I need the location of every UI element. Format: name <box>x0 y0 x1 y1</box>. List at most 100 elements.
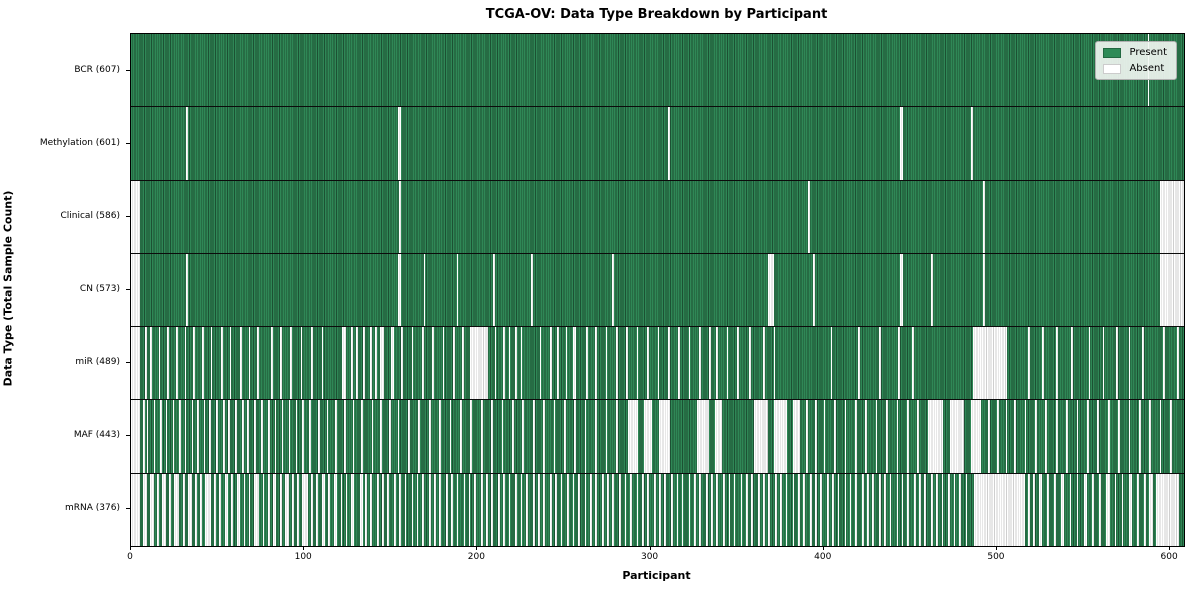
absent-stripe <box>1159 400 1162 473</box>
absent-stripe <box>340 473 343 546</box>
absent-stripe <box>281 400 284 473</box>
absent-stripe <box>498 473 500 546</box>
absent-stripe <box>931 473 933 546</box>
absent-stripe <box>1055 327 1058 400</box>
absent-stripe <box>667 107 670 180</box>
absent-stripe <box>763 327 765 400</box>
absent-stripe <box>267 473 270 546</box>
absent-stripe <box>193 327 196 400</box>
absent-stripe <box>899 107 904 180</box>
absent-stripe <box>196 400 199 473</box>
absent-stripe <box>456 473 459 546</box>
absent-stripe <box>316 473 319 546</box>
absent-stripe <box>411 473 414 546</box>
absent-stripe <box>1159 253 1184 327</box>
absent-stripe <box>397 107 402 180</box>
absent-swatch-icon <box>1103 63 1122 74</box>
absent-stripe <box>972 327 1008 400</box>
absent-stripe <box>768 473 771 546</box>
absent-stripe <box>167 327 170 400</box>
absent-stripe <box>557 327 559 400</box>
row-Clinical <box>131 179 1184 253</box>
absent-stripe <box>290 327 293 400</box>
absent-stripe <box>247 400 249 473</box>
absent-stripe <box>364 473 367 546</box>
absent-stripe <box>716 473 719 546</box>
absent-stripe <box>174 473 180 546</box>
x-tick-mark <box>476 546 478 550</box>
absent-stripe <box>1102 327 1105 400</box>
absent-stripe <box>532 400 535 473</box>
absent-stripe <box>186 253 189 327</box>
chart-title: TCGA-OV: Data Type Breakdown by Particip… <box>485 7 828 22</box>
absent-stripe <box>889 473 892 546</box>
absent-stripe <box>827 473 829 546</box>
absent-stripe <box>619 473 622 546</box>
row-Methylation <box>131 106 1184 180</box>
absent-stripe <box>150 473 154 546</box>
absent-stripe <box>1071 327 1074 400</box>
absent-stripe <box>896 473 899 546</box>
absent-stripe <box>1069 473 1072 546</box>
absent-stripe <box>602 473 604 546</box>
absent-stripe <box>872 473 874 546</box>
y-tick-mark <box>126 215 130 217</box>
absent-stripe <box>144 327 147 400</box>
absent-stripe <box>740 473 743 546</box>
absent-stripe <box>288 400 291 473</box>
row-CN <box>131 252 1184 327</box>
absent-stripe <box>709 327 712 400</box>
absent-stripe <box>520 327 523 400</box>
absent-stripe <box>295 400 298 473</box>
absent-stripe <box>356 327 358 400</box>
absent-stripe <box>491 400 493 473</box>
absent-stripe <box>274 400 277 473</box>
absent-stripe <box>1041 327 1044 400</box>
absent-stripe <box>647 473 649 546</box>
absent-stripe <box>699 327 701 400</box>
absent-stripe <box>837 473 840 546</box>
absent-stripe <box>886 400 888 473</box>
absent-stripe <box>773 400 788 473</box>
absent-stripe <box>1137 473 1139 546</box>
absent-stripe <box>595 473 597 546</box>
absent-stripe <box>229 327 232 400</box>
absent-stripe <box>636 473 639 546</box>
absent-stripe <box>240 327 242 400</box>
row-mRNA <box>131 472 1184 546</box>
absent-stripe <box>456 253 459 327</box>
absent-stripe <box>165 400 168 473</box>
absent-stripe <box>659 400 670 473</box>
absent-stripe <box>389 400 391 473</box>
absent-stripe <box>875 400 878 473</box>
absent-stripe <box>1144 473 1146 546</box>
y-tick-mark <box>126 508 130 510</box>
absent-stripe <box>486 473 488 546</box>
absent-stripe <box>749 327 751 400</box>
absent-stripe <box>224 473 228 546</box>
absent-stripe <box>572 473 575 546</box>
absent-stripe <box>390 327 395 400</box>
absent-stripe <box>917 400 919 473</box>
absent-stripe <box>532 473 535 546</box>
absent-stripe <box>371 400 374 473</box>
absent-stripe <box>143 400 145 473</box>
absent-stripe <box>1159 180 1184 253</box>
absent-stripe <box>615 400 618 473</box>
x-tick-mark <box>649 546 651 550</box>
absent-stripe <box>641 473 644 546</box>
absent-stripe <box>1121 473 1124 546</box>
absent-stripe <box>208 400 211 473</box>
absent-stripe <box>879 327 881 400</box>
absent-stripe <box>451 473 454 546</box>
absent-stripe <box>311 327 313 400</box>
y-tick-mark <box>126 362 130 364</box>
absent-stripe <box>688 473 691 546</box>
absent-stripe <box>404 473 407 546</box>
absent-stripe <box>924 473 926 546</box>
absent-stripe <box>697 400 710 473</box>
absent-stripe <box>879 473 881 546</box>
absent-stripe <box>191 400 194 473</box>
absent-stripe <box>285 473 289 546</box>
absent-stripe <box>350 327 353 400</box>
